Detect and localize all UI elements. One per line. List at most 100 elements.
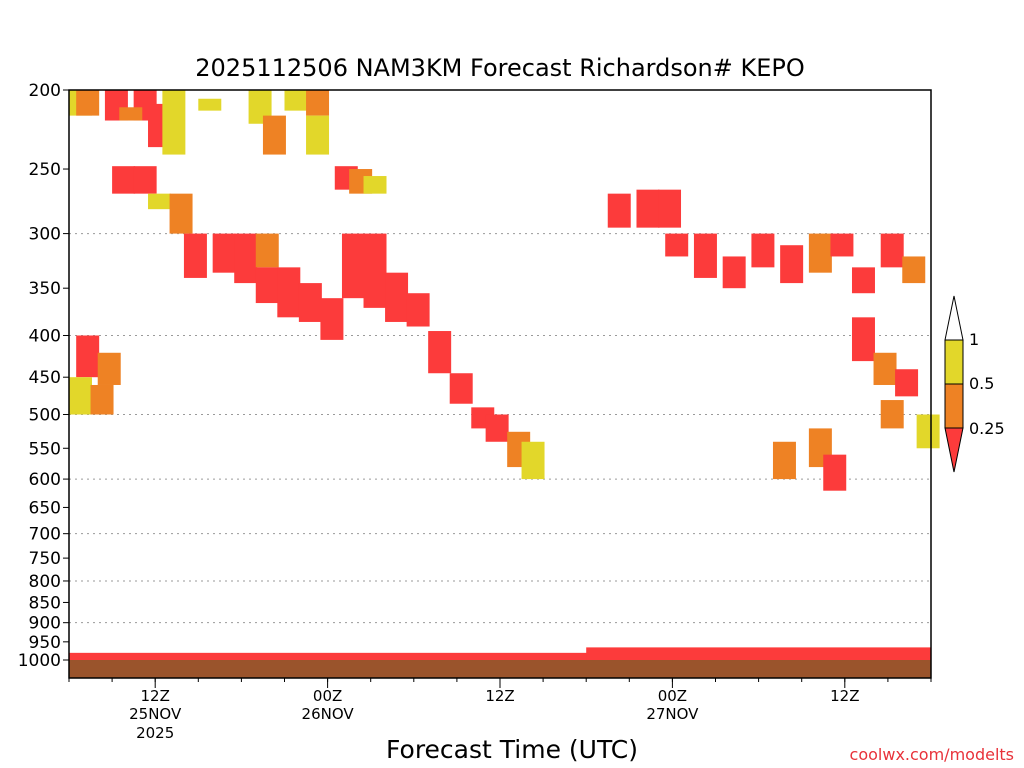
- colorbar-label-0.5: 0.5: [969, 374, 994, 393]
- ri-cell: [521, 441, 545, 480]
- ri-cell: [277, 267, 301, 318]
- surface-layer: [69, 647, 931, 678]
- ri-cell: [284, 90, 308, 111]
- ri-cell: [916, 414, 940, 449]
- y-tick-label: 450: [29, 368, 61, 388]
- ri-cell: [636, 189, 660, 228]
- y-tick-label: 500: [29, 406, 61, 426]
- ri-cell: [751, 233, 775, 268]
- ri-cell: [76, 335, 100, 378]
- ri-cell: [851, 267, 875, 294]
- ri-cell: [148, 193, 172, 210]
- ri-cell: [823, 454, 847, 491]
- richardson-cells: [69, 90, 940, 491]
- y-tick-label: 700: [29, 525, 61, 545]
- y-tick-label: 400: [29, 326, 61, 346]
- ground-strip: [69, 660, 931, 678]
- y-tick-label: 550: [29, 439, 61, 459]
- ri-cell: [658, 189, 682, 228]
- y-axis: 200 250 300 350 400 450 500 550 600 650 700 750 8008…: [18, 81, 69, 671]
- y-tick-label: 600: [29, 470, 61, 490]
- ri-cell: [363, 233, 387, 308]
- ri-cell: [320, 298, 344, 340]
- y-tick-label: 300: [29, 225, 61, 245]
- ri-cell: [880, 233, 904, 268]
- ri-cell: [262, 115, 286, 155]
- y-tick-label: 650: [29, 498, 61, 518]
- ri-cell: [363, 176, 387, 194]
- ri-cell: [119, 107, 143, 121]
- x-tick-label: 00Z: [658, 687, 687, 705]
- ri-cell: [902, 256, 926, 284]
- ri-cell: [234, 233, 258, 284]
- ri-cell: [830, 233, 854, 257]
- ri-cell: [255, 267, 279, 304]
- ri-cell: [133, 166, 157, 194]
- ri-cell: [90, 384, 114, 415]
- ri-cell: [873, 352, 897, 385]
- colorbar-label-0.25: 0.25: [969, 419, 1005, 438]
- ri-cell: [772, 441, 796, 480]
- ri-cell: [298, 283, 322, 322]
- colorbar-top-arrow: [944, 295, 964, 341]
- x-tick-date: 25NOV: [129, 705, 182, 723]
- ri-cell: [895, 369, 919, 397]
- colorbar-bin-yellow: [944, 339, 964, 385]
- chart-title: 2025112506 NAM3KM Forecast Richardson# K…: [195, 54, 804, 82]
- x-axis-label: Forecast Time (UTC): [386, 735, 638, 764]
- surface-red-band-late: [586, 647, 931, 660]
- ri-cell: [248, 90, 272, 124]
- ri-cell: [428, 331, 452, 374]
- ri-cell: [851, 317, 875, 362]
- colorbar-label-1: 1: [969, 330, 979, 349]
- ri-cell: [449, 373, 473, 404]
- ri-cell: [693, 233, 717, 278]
- y-tick-label: 900: [29, 614, 61, 634]
- y-tick-label: 350: [29, 279, 61, 299]
- x-tick-date: 26NOV: [302, 705, 355, 723]
- ri-cell: [76, 90, 100, 116]
- ri-cell: [162, 90, 186, 155]
- y-tick-label: 1000: [18, 651, 61, 671]
- surface-red-band: [69, 652, 931, 660]
- x-tick-year: 2025: [136, 724, 174, 742]
- colorbar: 1 0.5 0.25: [944, 295, 1005, 473]
- ri-cell: [69, 377, 92, 415]
- y-tick-label: 200: [29, 81, 61, 101]
- colorbar-bottom-arrow: [944, 427, 964, 473]
- y-tick-label: 950: [29, 633, 61, 653]
- ri-cell: [212, 233, 236, 273]
- colorbar-bin-orange: [944, 383, 964, 429]
- ri-cell: [406, 293, 430, 327]
- y-tick-label: 750: [29, 549, 61, 569]
- ri-cell: [112, 166, 136, 194]
- ri-cell: [485, 414, 509, 442]
- x-tick-label: 12Z: [830, 687, 859, 705]
- ri-cell: [97, 352, 121, 385]
- plot-background: [69, 90, 931, 678]
- ri-cell: [880, 400, 904, 429]
- ri-cell: [198, 98, 222, 111]
- x-tick-date: 27NOV: [646, 705, 699, 723]
- ri-cell: [780, 245, 804, 284]
- y-tick-label: 250: [29, 160, 61, 180]
- ri-cell: [169, 193, 193, 234]
- ri-cell: [722, 256, 746, 289]
- ri-cell: [808, 233, 832, 273]
- y-tick-label: 850: [29, 593, 61, 613]
- x-tick-label: 00Z: [313, 687, 342, 705]
- ri-cell: [607, 193, 631, 228]
- ri-cell: [341, 233, 365, 299]
- ri-cell: [183, 233, 207, 278]
- x-tick-label: 12Z: [485, 687, 514, 705]
- ri-cell: [306, 90, 330, 116]
- ri-cell: [385, 272, 409, 322]
- x-tick-label: 12Z: [141, 687, 170, 705]
- credit-text: coolwx.com/modelts: [850, 745, 1014, 764]
- ri-cell: [306, 115, 330, 155]
- plot-area: [68, 89, 940, 679]
- ri-cell: [255, 233, 279, 268]
- ri-cell: [665, 233, 689, 257]
